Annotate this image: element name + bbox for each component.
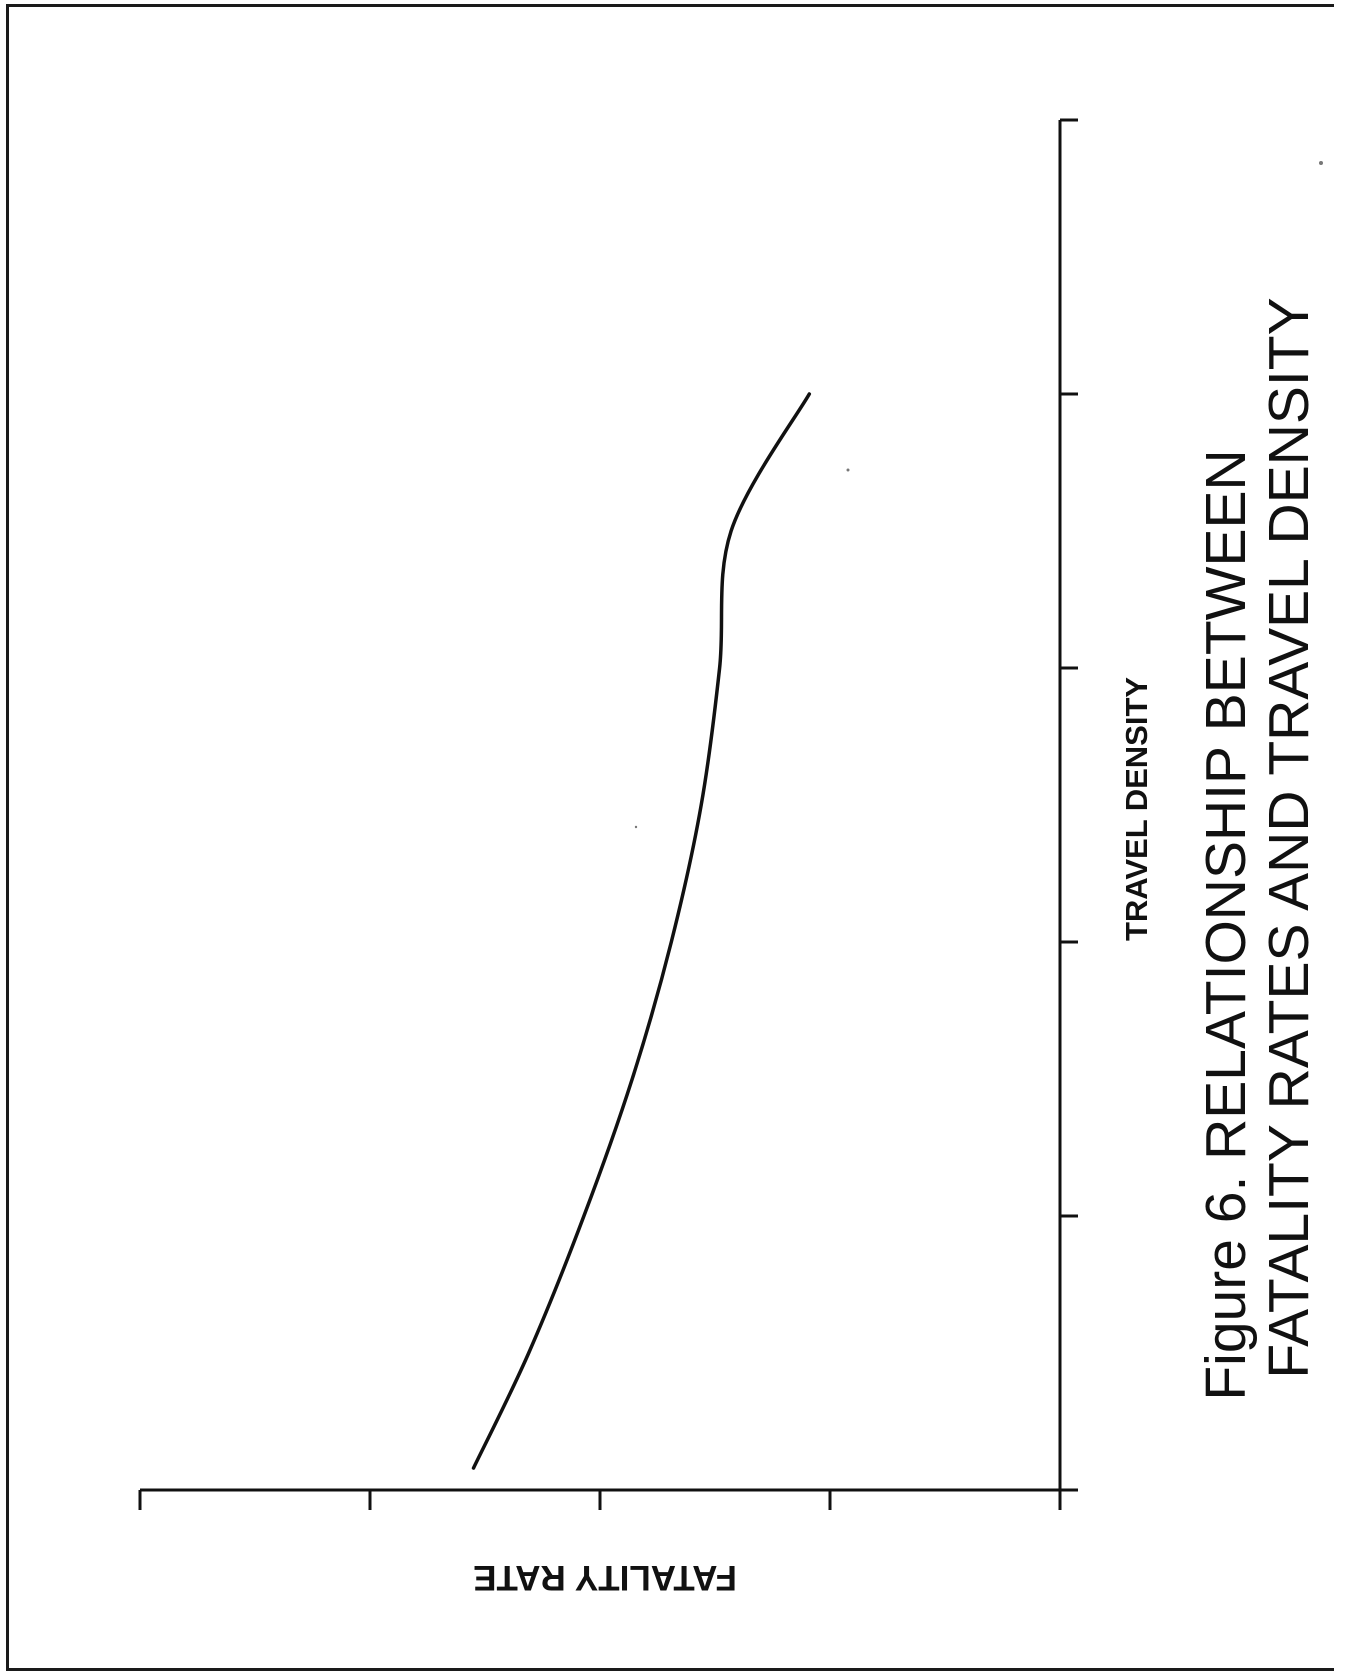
series-line bbox=[471, 392, 812, 1470]
scan-speck bbox=[1319, 161, 1323, 165]
x-axis-ticks bbox=[1060, 118, 1078, 1492]
y-axis-label: FATALITY RATE bbox=[473, 1558, 737, 1597]
y-axis-ticks bbox=[138, 1490, 1062, 1510]
scan-speck bbox=[634, 825, 638, 829]
page-border bbox=[6, 4, 1334, 1671]
scan-speck bbox=[846, 468, 850, 472]
x-axis-label: TRAVEL DENSITY bbox=[1119, 677, 1154, 941]
chart-axes bbox=[140, 120, 1062, 1492]
chart-title-line-2: FATALITY RATES AND TRAVEL DENSITY bbox=[1257, 297, 1321, 1378]
chart-title-line-1: Figure 6. RELATIONSHIP BETWEEN bbox=[1194, 449, 1258, 1400]
